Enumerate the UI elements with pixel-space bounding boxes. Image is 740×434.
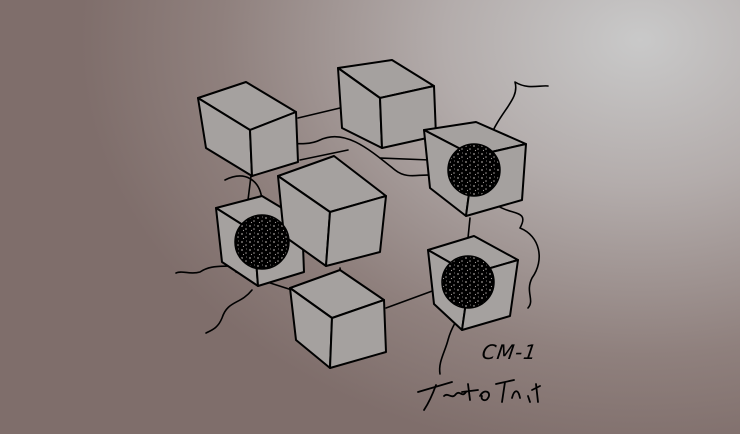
- sphere-left-middle: [234, 214, 290, 270]
- sphere-right-lower: [441, 255, 495, 309]
- artwork-caption: CM-1: [480, 340, 539, 364]
- sphere-right-upper: [447, 143, 501, 197]
- cube-center-large: [277, 155, 387, 267]
- processor-spheres: [234, 143, 501, 309]
- cube-bottom-center: [289, 269, 387, 369]
- artist-signature: [417, 379, 541, 411]
- cube-top-left: [197, 81, 299, 177]
- cube-top-center: [337, 59, 437, 149]
